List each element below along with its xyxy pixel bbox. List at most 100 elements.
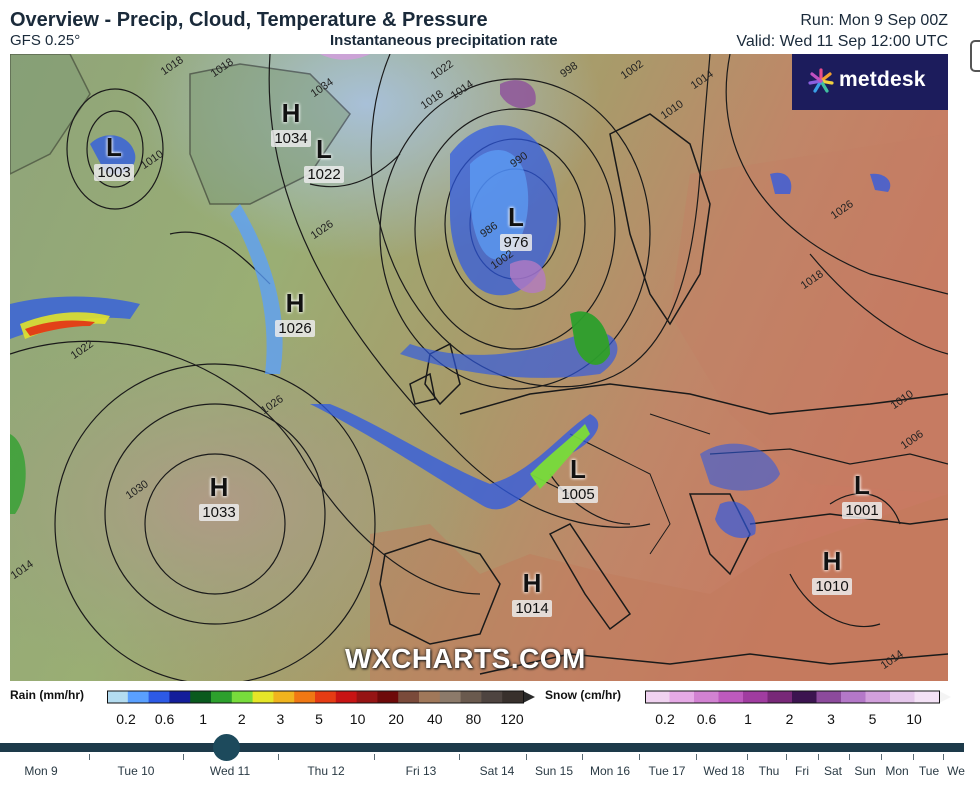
logo-text: metdesk xyxy=(839,68,926,91)
timeline-tick xyxy=(278,754,279,760)
run-time: Run: Mon 9 Sep 00Z xyxy=(800,12,948,29)
pressure-system-high: H 1014 xyxy=(504,570,560,618)
scale-swatch xyxy=(169,691,191,703)
snow-legend-title: Snow (cm/hr) xyxy=(545,688,622,702)
scale-swatch xyxy=(460,691,482,703)
legend-tick-label: 0.6 xyxy=(696,711,717,727)
timeline-tick xyxy=(786,754,787,760)
legend-tick-label: 5 xyxy=(868,711,877,727)
chart-title: Overview - Precip, Cloud, Temperature & … xyxy=(10,9,488,31)
scale-swatch xyxy=(148,691,170,703)
timeline-day[interactable]: Sun xyxy=(854,764,876,778)
timeline-day[interactable]: Tue 10 xyxy=(117,764,155,778)
scale-swatch xyxy=(743,691,768,703)
timeline-day[interactable]: Mon xyxy=(885,764,909,778)
scale-swatch xyxy=(439,691,462,703)
timeline-day[interactable]: We xyxy=(947,764,965,778)
scale-swatch xyxy=(252,691,274,703)
pressure-system-low: L 1022 xyxy=(296,136,352,184)
timeline-tick xyxy=(89,754,90,760)
timeline-day[interactable]: Wed 18 xyxy=(703,764,745,778)
scale-swatch xyxy=(816,691,842,703)
rain-legend-title: Rain (mm/hr) xyxy=(10,688,85,702)
pressure-system-high: H 1010 xyxy=(804,548,860,596)
timeline-day[interactable]: Wed 11 xyxy=(209,764,251,778)
timeline-tick xyxy=(374,754,375,760)
timeline-tick xyxy=(696,754,697,760)
timeline-day[interactable]: Sun 15 xyxy=(534,764,574,778)
timeline-day[interactable]: Tue 17 xyxy=(648,764,686,778)
legend-tick-label: 10 xyxy=(906,711,922,727)
scale-swatch xyxy=(190,691,212,703)
legend-tick-label: 1 xyxy=(199,711,208,727)
scale-swatch xyxy=(914,691,940,703)
timeline-tick xyxy=(913,754,914,760)
valid-time: Valid: Wed 11 Sep 12:00 UTC xyxy=(736,33,948,50)
legend-tick-label: 10 xyxy=(349,711,366,727)
timeline-tick xyxy=(881,754,882,760)
legend-tick-label: 3 xyxy=(827,711,835,727)
scale-swatch xyxy=(377,691,399,703)
side-panel-tab[interactable] xyxy=(970,40,980,72)
snow-color-scale xyxy=(645,690,951,704)
starburst-icon xyxy=(808,68,834,93)
chart-subtitle: Instantaneous precipitation rate xyxy=(330,32,558,49)
scale-border xyxy=(107,690,524,704)
timeline-day[interactable]: Fri 13 xyxy=(405,764,437,778)
pressure-system-low: L 976 xyxy=(488,204,544,252)
scale-swatch xyxy=(127,691,150,703)
timeline-track[interactable] xyxy=(0,743,964,752)
timeline-day[interactable]: Thu xyxy=(758,764,780,778)
scale-border xyxy=(645,690,940,704)
timeline-day[interactable]: Thu 12 xyxy=(307,764,345,778)
scale-swatch xyxy=(767,691,793,703)
timeline-day[interactable]: Mon 16 xyxy=(589,764,631,778)
legend-tick-label: 80 xyxy=(465,711,482,727)
metdesk-logo[interactable]: metdesk xyxy=(792,54,948,110)
timeline-day[interactable]: Sat 14 xyxy=(479,764,515,778)
legend-tick-label: 1 xyxy=(744,711,752,727)
timeline-day[interactable]: Sat xyxy=(823,764,843,778)
timeline-tick xyxy=(747,754,748,760)
legend-tick-label: 0.2 xyxy=(655,711,675,727)
scale-swatch xyxy=(481,691,503,703)
pressure-system-low: L 1003 xyxy=(88,134,140,182)
pressure-system-high: H 1034 xyxy=(263,100,319,148)
timeline-tick xyxy=(639,754,640,760)
scale-swatch xyxy=(669,691,695,703)
legend-tick-label: 0.6 xyxy=(154,711,175,727)
pressure-system-low: L 1005 xyxy=(550,456,606,504)
scale-end-arrow xyxy=(523,691,535,703)
rain-color-scale xyxy=(107,690,535,704)
timeline-tick xyxy=(459,754,460,760)
legend-tick-label: 120 xyxy=(500,711,524,727)
legend-tick-label: 2 xyxy=(237,711,246,727)
timeline-slider-handle[interactable] xyxy=(213,734,240,761)
scale-swatch xyxy=(335,691,358,703)
timeline-tick xyxy=(582,754,583,760)
scale-swatch xyxy=(502,691,524,703)
scale-swatch xyxy=(792,691,817,703)
pressure-system-low: L 1001 xyxy=(834,472,890,520)
scale-swatch xyxy=(694,691,719,703)
scale-end-arrow xyxy=(939,691,951,703)
scale-swatch xyxy=(231,691,254,703)
scale-swatch xyxy=(419,691,441,703)
watermark: WXCHARTS.COM xyxy=(345,643,586,674)
model-name: GFS 0.25° xyxy=(10,32,81,49)
legend-tick-label: 40 xyxy=(427,711,443,727)
scale-swatch xyxy=(645,691,670,703)
timeline-tick xyxy=(943,754,944,760)
scale-swatch xyxy=(890,691,915,703)
scale-swatch xyxy=(273,691,295,703)
timeline-day[interactable]: Fri xyxy=(795,764,809,778)
legend-tick-label: 2 xyxy=(785,711,794,727)
timeline-day[interactable]: Mon 9 xyxy=(24,764,58,778)
timeline-tick xyxy=(849,754,850,760)
timeline-tick xyxy=(818,754,819,760)
weather-map: L 1003 H 1034 L 1022 L 976 H 1026 H 1033… xyxy=(10,54,948,681)
timeline-tick xyxy=(526,754,527,760)
scale-swatch xyxy=(315,691,337,703)
scale-swatch xyxy=(356,691,378,703)
timeline-day[interactable]: Tue xyxy=(918,764,940,778)
